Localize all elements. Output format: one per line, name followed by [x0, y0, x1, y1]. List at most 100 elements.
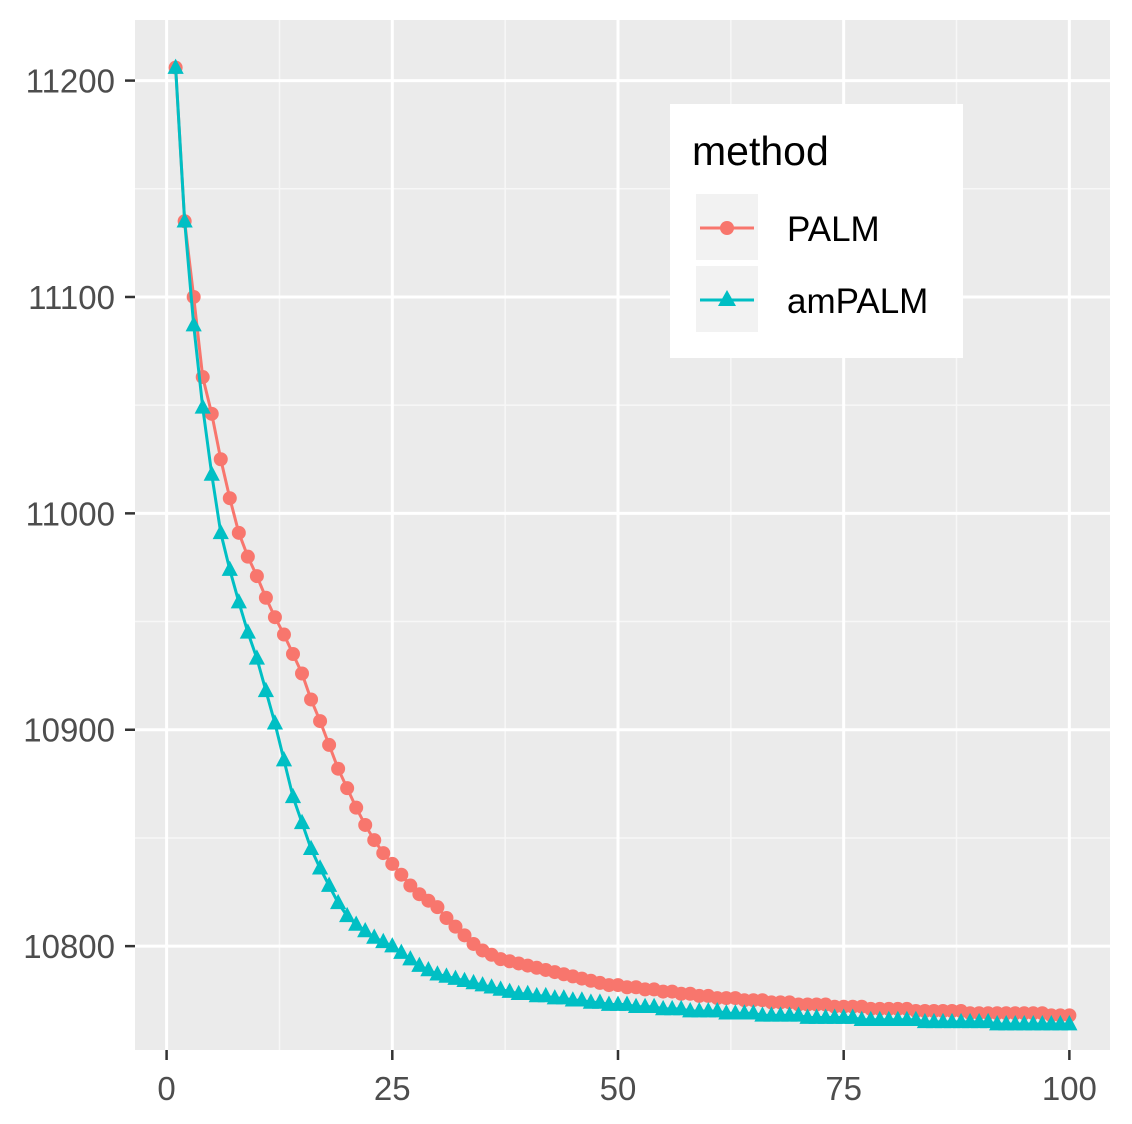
legend-label-ampalm: amPALM: [787, 282, 928, 321]
data-point-ampalm: [284, 787, 302, 804]
data-point-ampalm: [311, 859, 329, 875]
data-point-ampalm: [420, 960, 437, 977]
data-point-ampalm: [1061, 1015, 1078, 1031]
x-tick-label: 0: [157, 1070, 175, 1107]
data-point-ampalm: [257, 681, 274, 698]
data-point-palm: [376, 846, 391, 861]
data-point-ampalm: [176, 212, 193, 228]
data-point-ampalm: [357, 921, 374, 938]
data-point-ampalm: [492, 980, 509, 996]
data-point-palm: [240, 549, 255, 564]
data-point-palm: [249, 569, 264, 584]
data-point-ampalm: [429, 965, 446, 981]
data-point-ampalm: [212, 523, 229, 540]
series-ampalm: [167, 58, 1078, 1031]
data-point-ampalm: [375, 932, 392, 949]
data-point-ampalm: [411, 956, 428, 972]
data-point-palm: [295, 666, 310, 681]
data-point-ampalm: [384, 937, 401, 953]
data-point-ampalm: [591, 993, 609, 1009]
data-point-ampalm: [501, 982, 518, 998]
axes-layer: 0 25 50 75 100 10800 10900 11000 11100 11200: [23, 63, 1097, 1107]
data-point-palm: [331, 761, 346, 776]
data-point-palm: [349, 800, 364, 815]
data-point-ampalm: [293, 813, 311, 830]
data-point-palm: [276, 627, 291, 642]
data-point-ampalm: [745, 1004, 762, 1020]
data-point-palm: [385, 856, 400, 871]
data-point-palm: [358, 817, 373, 832]
data-point-palm: [304, 692, 319, 707]
data-point-ampalm: [519, 984, 536, 1001]
x-tick-label: 50: [600, 1070, 637, 1107]
x-tick-label: 75: [825, 1070, 862, 1107]
data-point-ampalm: [203, 465, 220, 481]
data-point-palm: [340, 781, 355, 796]
data-point-ampalm: [438, 967, 455, 983]
data-point-palm: [457, 928, 472, 943]
data-point-palm: [322, 737, 337, 752]
data-point-palm: [448, 919, 463, 934]
y-tick-label: 11200: [26, 63, 115, 100]
plot-panel: [135, 20, 1110, 1050]
data-point-ampalm: [980, 1012, 997, 1029]
y-tick-label: 10900: [23, 712, 115, 749]
data-point-ampalm: [483, 978, 500, 994]
data-point-palm: [267, 610, 282, 625]
data-point-ampalm: [474, 976, 491, 992]
data-point-ampalm: [646, 997, 663, 1014]
data-point-ampalm: [844, 1008, 861, 1024]
data-point-ampalm: [167, 58, 184, 74]
data-point-palm: [403, 878, 418, 893]
data-point-ampalm: [221, 560, 238, 576]
data-point-ampalm: [907, 1010, 924, 1027]
data-point-ampalm: [239, 623, 256, 639]
data-point-palm: [258, 590, 273, 605]
data-point-ampalm: [402, 950, 419, 966]
data-point-palm: [186, 289, 201, 304]
data-point-ampalm: [555, 989, 572, 1005]
data-point-ampalm: [618, 995, 636, 1011]
data-point-ampalm: [321, 876, 338, 892]
y-tick-label: 11000: [26, 495, 115, 532]
data-point-ampalm: [465, 973, 482, 990]
data-point-ampalm: [302, 839, 320, 856]
x-tick-label: 100: [1042, 1070, 1097, 1107]
data-point-ampalm: [366, 928, 383, 944]
data-point-ampalm: [709, 1002, 726, 1018]
legend-key-marker-ampalm: [718, 290, 736, 306]
data-point-palm: [231, 525, 246, 540]
y-tick-label: 11100: [28, 279, 115, 316]
data-point-ampalm: [185, 316, 202, 332]
legend-title: method: [692, 128, 829, 174]
data-point-palm: [285, 647, 300, 662]
data-point-palm: [222, 491, 237, 506]
x-tick-label: 25: [374, 1070, 411, 1107]
data-point-ampalm: [275, 751, 293, 767]
data-point-palm: [313, 714, 328, 729]
data-point-ampalm: [456, 971, 473, 988]
data-point-palm: [367, 833, 382, 848]
legend-key-marker-palm: [720, 221, 734, 235]
data-point-ampalm: [339, 906, 356, 923]
data-point-ampalm: [573, 991, 590, 1007]
legend-label-palm: PALM: [787, 210, 880, 249]
data-point-ampalm: [330, 893, 347, 910]
data-point-ampalm: [266, 714, 284, 730]
data-point-palm: [213, 452, 228, 467]
data-point-ampalm: [537, 986, 554, 1003]
legend: method PALM amPALM: [670, 104, 963, 358]
data-point-ampalm: [248, 649, 265, 665]
data-point-ampalm: [447, 969, 464, 985]
data-point-palm: [430, 900, 445, 915]
data-point-ampalm: [393, 943, 410, 959]
series-layer: [167, 58, 1078, 1031]
data-point-ampalm: [230, 593, 247, 609]
data-point-ampalm: [194, 398, 211, 414]
data-point-palm: [439, 911, 454, 925]
data-point-ampalm: [348, 915, 365, 931]
y-tick-label: 10800: [23, 928, 115, 965]
data-point-ampalm: [790, 1006, 807, 1022]
data-point-ampalm: [673, 999, 690, 1016]
